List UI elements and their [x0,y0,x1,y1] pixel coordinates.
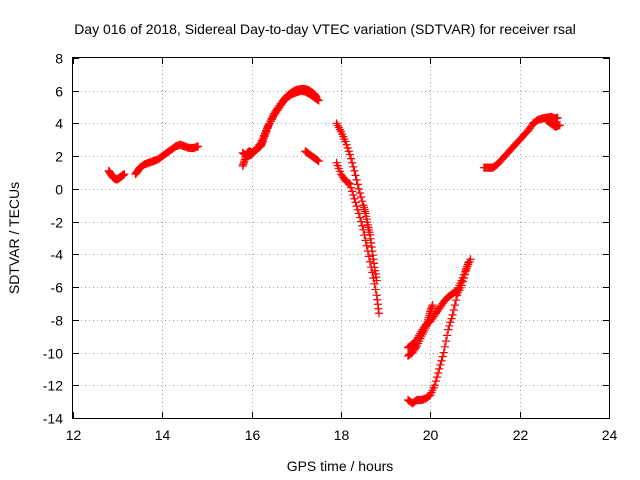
data-point [446,318,455,327]
y-tick-label: -2 [51,215,64,231]
data-point [350,166,359,176]
x-tick-label: 18 [334,427,350,443]
data-point [438,352,447,361]
data-point [450,300,459,310]
data-point [314,156,323,166]
data-point [361,236,370,245]
data-point [460,270,470,279]
data-point [434,368,443,378]
data-point [432,372,442,382]
data-point [464,258,473,267]
y-tick-label: -4 [51,247,64,263]
y-tick-label: -8 [51,313,64,329]
data-point [345,179,355,189]
data-point [374,309,384,318]
data-point [449,305,458,315]
data-point [437,356,446,365]
data-point [346,183,356,192]
data-point [348,187,357,196]
data-point [444,325,453,334]
data-point [458,277,467,286]
grid [73,58,609,418]
data-point [344,179,353,188]
data-point [441,336,451,346]
data-point [447,314,456,323]
plot-frame [72,57,610,419]
data-point [353,205,362,214]
data-point [352,201,361,211]
data-point [435,364,444,374]
data-point [355,213,365,222]
data-point [362,241,371,250]
data-point [193,142,203,151]
data-point [345,150,355,159]
data-point [349,162,358,171]
data-point [448,310,457,320]
data-point [350,194,359,203]
data-point [430,381,439,390]
data-point [357,192,366,202]
data-point [428,300,437,310]
x-tick-label: 16 [245,427,261,443]
x-tick-label: 24 [602,427,618,443]
data-point [451,296,461,305]
data-point [440,342,449,351]
x-tick-label: 12 [66,427,82,443]
data-point [354,184,363,194]
data-point [342,140,351,149]
data-point [344,147,353,156]
data-point [341,137,350,146]
y-axis-label: SDTVAR / TECUs [6,182,22,294]
data-point [313,156,322,165]
data-point [459,273,468,283]
data-point [358,197,367,206]
chart-title: Day 016 of 2018, Sidereal Day-to-day VTE… [74,21,576,37]
data-point [442,331,452,340]
x-tick-label: 14 [155,427,171,443]
data-point [348,158,357,167]
data-point [353,180,362,189]
data-point [371,285,380,294]
data-point [346,154,356,163]
data-point [364,252,374,261]
data-point [358,221,367,230]
x-tick-label: 22 [513,427,529,443]
y-tick-label: -12 [43,378,63,394]
data-point [553,113,562,122]
data-point [352,175,361,185]
y-tick-label: 8 [55,51,63,67]
y-tick-label: -10 [43,346,63,362]
y-tick-label: 2 [55,149,63,165]
data-point [555,120,564,130]
y-tick-label: 4 [55,116,63,132]
y-tick-label: 6 [55,84,63,100]
y-tick-label: 0 [55,182,63,198]
data-point [312,93,321,102]
data-point [343,143,352,153]
data-point [372,276,381,285]
y-tick-label: -14 [43,411,63,427]
data-series [104,84,564,408]
x-axis-label: GPS time / hours [287,458,394,474]
data-point [351,198,360,207]
x-tick-label: 20 [423,427,439,443]
data-point [355,188,365,198]
y-tick-label: -6 [51,280,64,296]
data-point [349,190,358,200]
data-point [354,209,363,218]
data-point [436,360,445,369]
data-point [439,348,448,357]
data-point [120,170,129,179]
data-point [431,377,441,386]
data-point [445,321,454,331]
data-point [351,171,360,180]
data-point [457,281,466,290]
